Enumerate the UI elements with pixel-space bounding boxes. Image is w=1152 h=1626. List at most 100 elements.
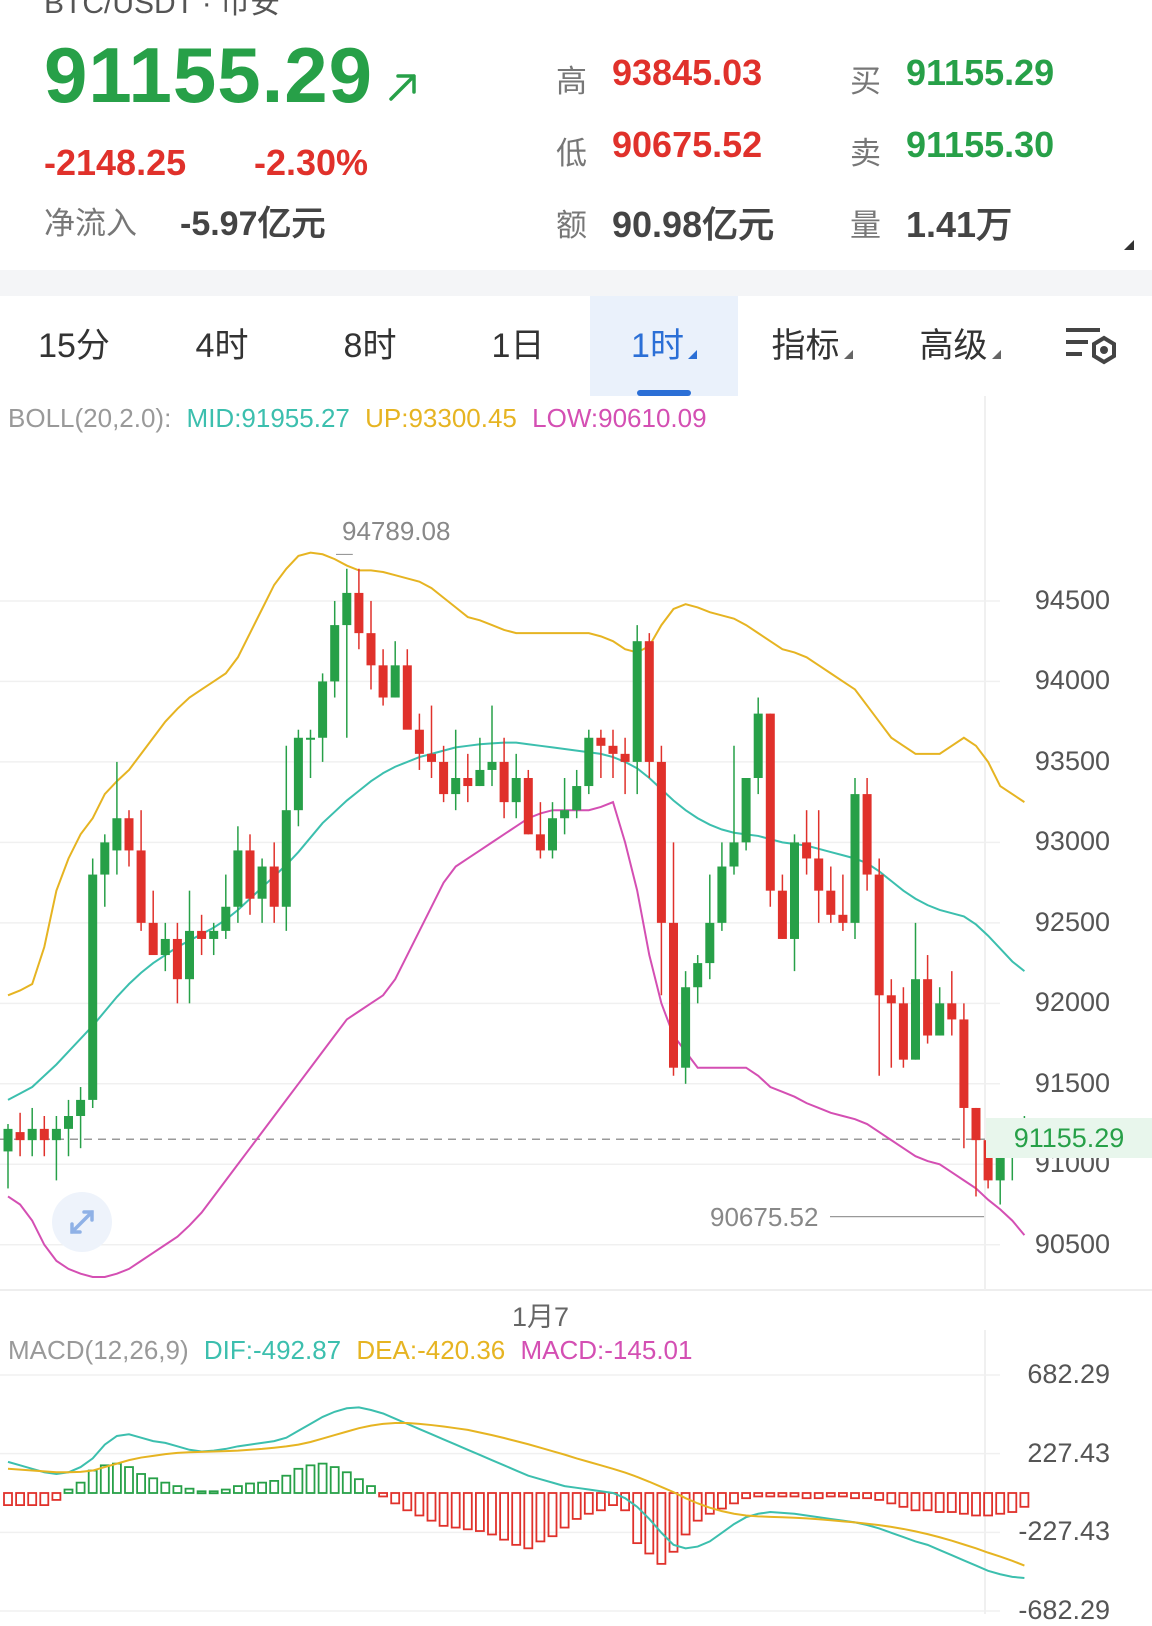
candle-body: [475, 769, 485, 787]
macd-bar: [632, 1492, 643, 1545]
tab-advanced[interactable]: 高级: [886, 296, 1034, 396]
candle-body: [596, 737, 606, 746]
candle-body: [717, 866, 727, 923]
candle-body: [342, 592, 352, 626]
macd-bar: [801, 1492, 812, 1500]
candle-body: [15, 1132, 25, 1141]
candle-body: [765, 713, 775, 891]
volume-value: 1.41万: [906, 204, 1013, 245]
candle-body: [112, 818, 122, 851]
candle-body: [777, 890, 787, 939]
candle-body: [160, 938, 170, 956]
macd-bar: [704, 1492, 715, 1515]
candle-body: [185, 930, 194, 980]
buy-label: 买: [850, 64, 881, 99]
candle-body: [318, 681, 328, 738]
macd-bar: [172, 1485, 183, 1494]
macd-dif-value: DIF:-492.87: [203, 1335, 342, 1365]
candle-body: [620, 753, 630, 762]
candle-body: [51, 1128, 61, 1141]
tab-8h[interactable]: 8时: [343, 327, 397, 365]
section-divider: [0, 270, 1152, 296]
amount-label: 额: [556, 208, 587, 243]
candle-body: [463, 778, 473, 787]
macd-bar: [378, 1492, 389, 1498]
candle-body: [209, 930, 219, 939]
macd-bar: [160, 1481, 171, 1494]
candle-body: [221, 906, 231, 931]
macd-tick-label: -682.29: [1018, 1594, 1110, 1625]
boll-upper-line: [7, 551, 1025, 997]
sell-label: 卖: [850, 136, 881, 171]
candle-body: [487, 761, 497, 770]
tab-1d[interactable]: 1日: [491, 327, 545, 365]
candle-body: [632, 641, 642, 762]
tab-1h[interactable]: 1时: [590, 296, 738, 396]
chart-settings-icon[interactable]: [1064, 324, 1120, 368]
price-tick-label: 92500: [1034, 906, 1110, 937]
candle-body: [197, 930, 207, 939]
price-change-pct: -2.30%: [254, 142, 369, 183]
macd-bar: [63, 1488, 74, 1494]
macd-bar: [438, 1492, 449, 1527]
macd-bar: [269, 1480, 280, 1494]
macd-bar: [499, 1492, 510, 1541]
macd-bar: [341, 1471, 352, 1494]
candle-body: [681, 987, 691, 1068]
macd-bar: [765, 1492, 776, 1498]
expand-corner-icon[interactable]: [1124, 240, 1134, 250]
macd-bar: [245, 1482, 255, 1494]
candle-body: [76, 1099, 86, 1116]
candle-body: [88, 874, 98, 1100]
sell-value: 91155.30: [906, 124, 1055, 165]
macd-bar: [777, 1492, 788, 1498]
quote-header: BTC/USDT · 币安 91155.29 -2148.25 -2.30% 净…: [0, 0, 1152, 270]
net-flow-value: -5.97亿元: [180, 205, 326, 243]
macd-bar: [850, 1492, 860, 1500]
macd-bar: [753, 1492, 764, 1498]
macd-bar: [523, 1492, 534, 1550]
candle-body: [172, 938, 182, 980]
boll-up-value: UP:93300.45: [365, 403, 517, 433]
macd-bar: [220, 1488, 231, 1494]
macd-bar: [402, 1492, 413, 1512]
candle-body: [306, 737, 315, 740]
macd-bar: [910, 1492, 921, 1512]
high-value: 93845.03: [612, 52, 763, 93]
candle-body: [245, 850, 255, 899]
period-tabs: 15分 4时 8时 1日 1时 指标 高级: [0, 296, 1152, 396]
price-tick-label: 94000: [1034, 665, 1110, 696]
macd-bar: [813, 1492, 824, 1500]
candle-body: [499, 761, 509, 803]
macd-bar: [717, 1492, 727, 1510]
price-tick-label: 90500: [1034, 1228, 1110, 1259]
fullscreen-button[interactable]: [52, 1192, 112, 1252]
tab-4h[interactable]: 4时: [195, 327, 249, 365]
macd-bar: [3, 1492, 13, 1506]
macd-bar: [692, 1492, 703, 1522]
price-tick-label: 94500: [1034, 584, 1110, 615]
candle-body: [523, 778, 533, 835]
candle-body: [136, 850, 146, 923]
candle-body: [439, 761, 449, 795]
buy-value: 91155.29: [906, 52, 1055, 93]
macd-bar: [559, 1492, 570, 1529]
tab-15m[interactable]: 15分: [38, 327, 110, 365]
tab-indicators[interactable]: 指标: [738, 296, 886, 396]
macd-bar: [112, 1462, 122, 1494]
low-label: 低: [556, 136, 587, 171]
amount-value: 90.98亿元: [612, 204, 775, 245]
macd-bar: [87, 1469, 98, 1494]
candle-body: [959, 1019, 969, 1108]
candlestick-chart[interactable]: [0, 396, 1152, 1614]
macd-bar: [789, 1492, 800, 1498]
candle-body: [281, 810, 291, 907]
macd-bar: [680, 1492, 691, 1536]
price-change: -2148.25: [44, 142, 187, 183]
candle-body: [838, 914, 848, 923]
candle-body: [148, 922, 158, 956]
candle-body: [511, 778, 521, 803]
candle-body: [814, 858, 824, 891]
candle-body: [293, 737, 303, 811]
candle-body: [693, 963, 703, 988]
